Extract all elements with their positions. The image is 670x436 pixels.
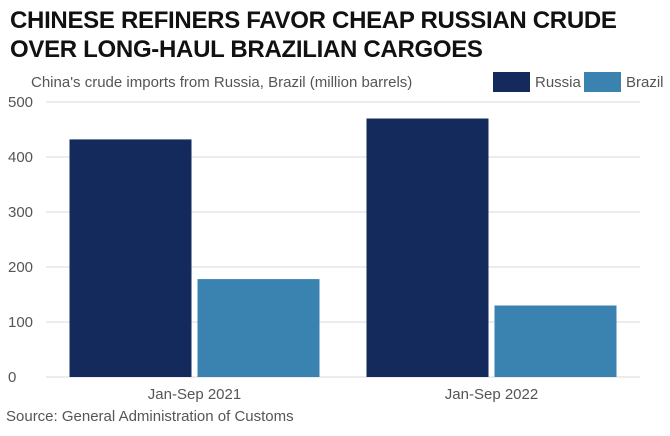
bar-brazil [494, 305, 617, 377]
legend-item-russia: Russia [493, 72, 582, 92]
legend-swatch [584, 72, 621, 92]
bar-brazil [197, 279, 320, 377]
y-tick-label: 200 [8, 259, 33, 276]
x-tick-label: Jan-Sep 2022 [445, 386, 538, 403]
x-tick-label: Jan-Sep 2021 [148, 386, 241, 403]
y-tick-label: 0 [8, 369, 16, 386]
y-tick-label: 500 [8, 94, 33, 111]
bar-russia [366, 118, 489, 377]
y-tick-label: 400 [8, 149, 33, 166]
chart-subtitle: China's crude imports from Russia, Brazi… [31, 74, 412, 91]
x-axis-ticks: Jan-Sep 2021 Jan-Sep 2022 [148, 386, 538, 403]
chart-title-line-1: CHINESE REFINERS FAVOR CHEAP RUSSIAN CRU… [10, 7, 617, 34]
legend-item-brazil: Brazil [584, 72, 664, 92]
legend-swatch [493, 72, 530, 92]
legend-label: Brazil [626, 74, 664, 91]
legend-label: Russia [535, 74, 582, 91]
bars [69, 118, 617, 377]
y-axis-ticks: 0 100 200 300 400 500 [8, 94, 33, 386]
legend: Russia Brazil [493, 72, 664, 92]
y-tick-label: 300 [8, 204, 33, 221]
y-tick-label: 100 [8, 314, 33, 331]
chart-title-line-2: OVER LONG-HAUL BRAZILIAN CARGOES [10, 36, 483, 63]
bar-russia [69, 139, 192, 377]
chart-title: CHINESE REFINERS FAVOR CHEAP RUSSIAN CRU… [10, 6, 660, 64]
source-note: Source: General Administration of Custom… [6, 408, 294, 425]
